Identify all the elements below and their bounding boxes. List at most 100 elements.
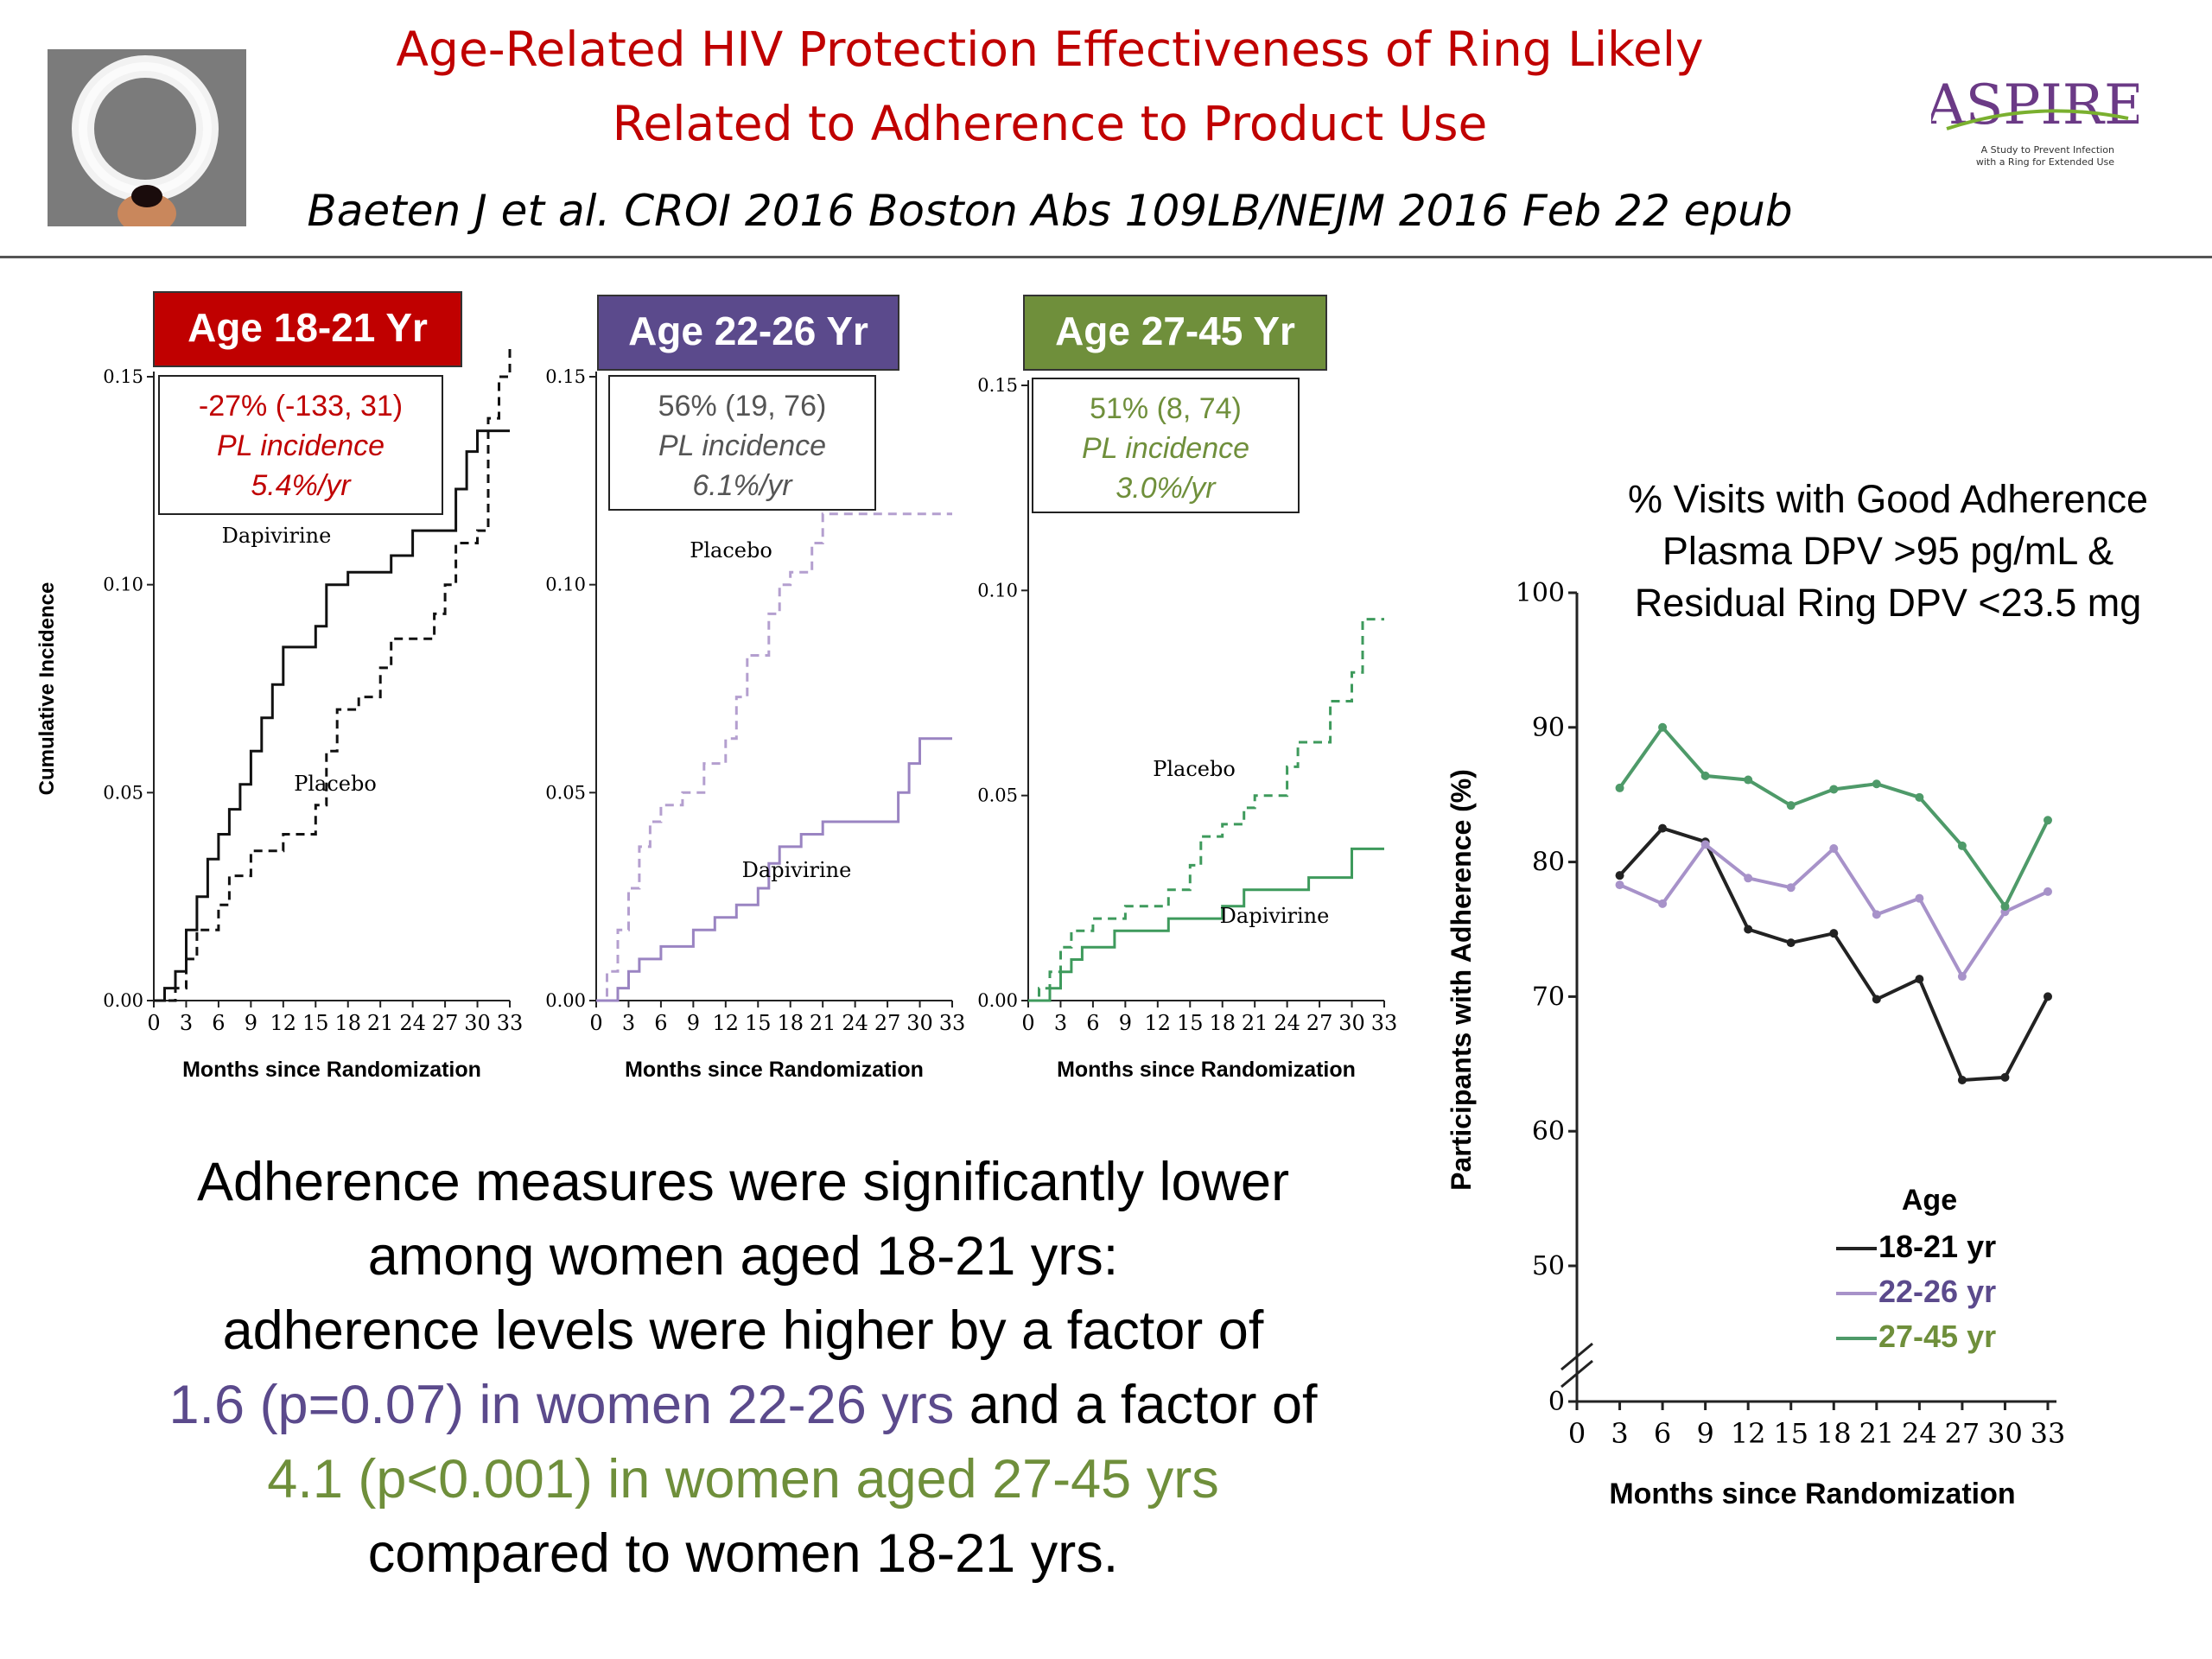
adh-x-axis-label: Months since Randomization	[1609, 1478, 2015, 1510]
adh-point	[2044, 992, 2052, 1001]
title-line-1: Age-Related HIV Protection Effectiveness…	[396, 22, 1704, 77]
adh-point	[2044, 887, 2052, 896]
x-tick-label: 15	[745, 1011, 772, 1035]
aspire-logo: ASPIRE A Study to Prevent Infection with…	[1931, 73, 2139, 168]
series-placebo-line	[1028, 618, 1384, 1002]
age-badge-3	[1023, 295, 1327, 371]
adherence-title-line-3: Residual Ring DPV <23.5 mg	[1634, 581, 2142, 625]
incidence-panel-3: Age 27-45 Yr 0.00 0.05 0.10 0.15 0 3 6 9 12 15 18 21…	[977, 295, 1397, 1082]
x-tick-label: 30	[464, 1011, 491, 1035]
series-label: Dapivirine	[222, 524, 332, 548]
adh-y-tick-label: 50	[1532, 1251, 1565, 1281]
age-badge-2	[597, 295, 899, 371]
adh-y-tick-label: 0	[1548, 1387, 1565, 1417]
incidence-panel-1: Age 18-21 Yr 0.00 0.05 0.10 0.15 0 3 6 9 12 15 18 21…	[35, 291, 523, 1082]
adh-series-line-3	[1618, 724, 2050, 910]
y-tick-label: 0.00	[977, 990, 1018, 1011]
pl-incidence-label: PL incidence	[1082, 432, 1249, 465]
adh-legend-label: 27-45 yr	[1878, 1319, 1996, 1354]
adh-x-tick-label: 24	[1902, 1417, 1937, 1450]
adh-x-tick-label: 3	[1611, 1417, 1628, 1450]
y-tick-label: 0.10	[103, 575, 143, 595]
x-tick-label: 0	[589, 1011, 602, 1035]
summary-line-4b: and a factor of	[954, 1375, 1318, 1435]
x-tick-label: 18	[777, 1011, 804, 1035]
adh-x-tick-label: 0	[1568, 1417, 1586, 1450]
series-label: Placebo	[690, 538, 772, 563]
adh-point	[1872, 779, 1881, 789]
x-tick-label: 3	[180, 1011, 193, 1035]
incidence-panel-2: Age 22-26 Yr 0.00 0.05 0.10 0.15 0 3 6 9 12 15 18 21…	[545, 295, 965, 1082]
x-tick-label: 3	[1054, 1011, 1067, 1035]
effect-estimate: 56% (19, 76)	[658, 390, 827, 423]
adh-x-tick-label: 18	[1816, 1417, 1852, 1450]
age-badge-label: Age 18-21 Yr	[188, 305, 428, 350]
title-line-2: Related to Adherence to Product Use	[612, 96, 1488, 151]
adh-point	[1658, 899, 1668, 908]
adh-point	[1957, 1075, 1967, 1084]
logo-sub-1: A Study to Prevent Infection	[1981, 144, 2114, 156]
x-tick-label: 24	[842, 1011, 868, 1035]
effect-box	[1032, 378, 1300, 513]
adh-point	[2000, 1072, 2010, 1082]
adh-point	[1872, 910, 1881, 919]
logo-sub-2: with a Ring for Extended Use	[1976, 156, 2114, 168]
adh-x-tick-label: 12	[1731, 1417, 1766, 1450]
y-tick-label: 0.05	[977, 785, 1018, 806]
adh-legend-label: 18-21 yr	[1878, 1229, 1996, 1264]
age-badge-label: Age 22-26 Yr	[628, 308, 868, 353]
x-tick-label: 6	[1086, 1011, 1099, 1035]
adh-point	[1786, 938, 1796, 948]
adh-x-tick-label: 27	[1945, 1417, 1980, 1450]
adh-point	[1786, 883, 1796, 893]
x-tick-label: 27	[432, 1011, 459, 1035]
pl-incidence-label: PL incidence	[658, 429, 826, 462]
adherence-chart-title: % Visits with Good Adherence Plasma DPV …	[1586, 474, 2190, 629]
pl-incidence-label: PL incidence	[217, 429, 385, 462]
header-divider	[0, 256, 2212, 258]
adh-legend-title: Age	[1902, 1184, 1957, 1217]
y-tick-label: 0.10	[977, 580, 1018, 601]
x-tick-label: 12	[270, 1011, 297, 1035]
x-tick-label: 0	[147, 1011, 160, 1035]
adherence-title-line-1: % Visits with Good Adherence	[1627, 477, 2148, 521]
y-tick-label: 0.15	[977, 375, 1018, 396]
y-tick-label: 0.05	[103, 782, 143, 803]
adh-point	[1615, 871, 1624, 880]
summary-line-2: among women aged 18-21 yrs:	[367, 1226, 1119, 1287]
slide-title: Age-Related HIV Protection Effectiveness…	[259, 12, 1840, 161]
x-tick-label: 15	[1177, 1011, 1204, 1035]
y-tick-label: 0.10	[545, 575, 586, 595]
adh-point	[1744, 874, 1753, 883]
age-badge-label: Age 27-45 Yr	[1055, 308, 1295, 353]
effect-box	[608, 375, 876, 511]
age-badge-1	[153, 291, 462, 367]
x-axis-label: Months since Randomization	[625, 1058, 924, 1082]
x-tick-label: 21	[1242, 1011, 1268, 1035]
adh-x-tick-label: 9	[1696, 1417, 1713, 1450]
adh-y-tick-label: 60	[1532, 1116, 1565, 1147]
x-axis-label: Months since Randomization	[182, 1058, 481, 1082]
adh-point	[1658, 722, 1668, 732]
summary-line-3: adherence levels were higher by a factor…	[222, 1300, 1264, 1361]
series-label: Dapivirine	[742, 858, 852, 882]
series-dapivirine-line	[1028, 847, 1384, 1002]
adh-point	[1829, 785, 1839, 794]
y-tick-label: 0.05	[545, 782, 586, 803]
x-tick-label: 9	[687, 1011, 700, 1035]
x-tick-label: 12	[1145, 1011, 1172, 1035]
y-axis-label: Cumulative Incidence	[35, 582, 59, 796]
adh-point	[1700, 771, 1710, 780]
series-dapivirine-line	[596, 737, 952, 1002]
x-tick-label: 21	[367, 1011, 394, 1035]
adh-y-tick-label: 70	[1532, 982, 1565, 1012]
x-tick-label: 9	[1119, 1011, 1132, 1035]
adh-y-tick-label: 100	[1516, 578, 1565, 608]
series-placebo-line	[154, 347, 512, 1002]
adh-point	[1915, 975, 1924, 984]
pl-incidence-value: 3.0%/yr	[1116, 472, 1217, 505]
summary-line-4: 1.6 (p=0.07) in women 22-26 yrs and a fa…	[52, 1368, 1434, 1442]
x-tick-label: 9	[245, 1011, 257, 1035]
logo-text: ASPIRE	[1931, 73, 2139, 137]
